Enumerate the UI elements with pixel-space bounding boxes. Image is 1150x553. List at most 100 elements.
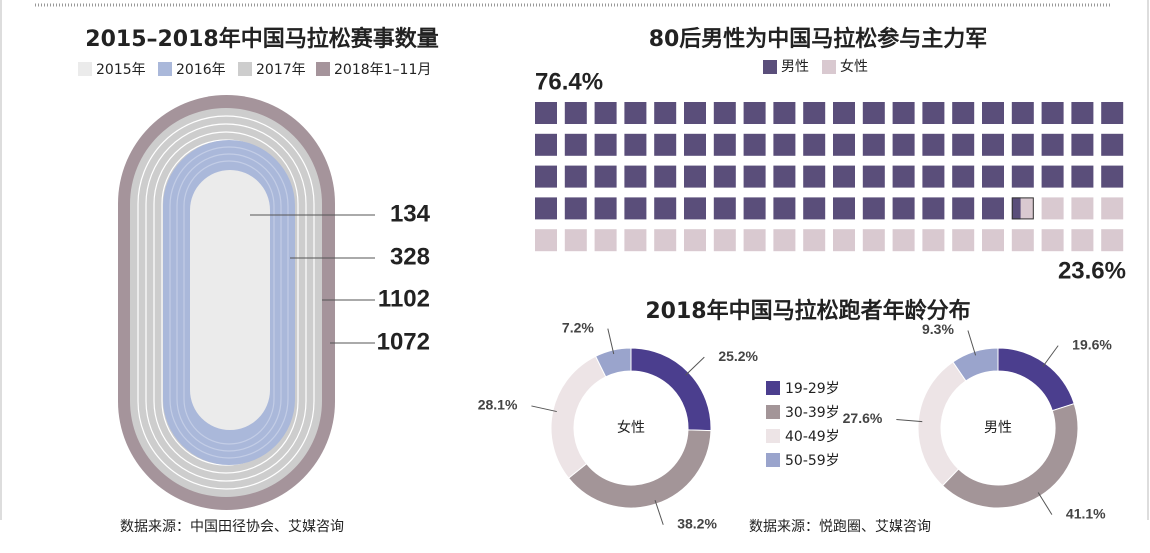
waffle-cell — [803, 102, 826, 124]
value-label: 1072 — [377, 328, 430, 355]
lane-line — [153, 131, 299, 474]
leader-line — [607, 328, 615, 355]
waffle-cell — [684, 197, 706, 220]
waffle-cell — [684, 229, 706, 252]
waffle-cell — [773, 133, 796, 156]
waffle-cell — [654, 197, 677, 220]
waffle-cell — [922, 102, 945, 124]
lane-line — [169, 146, 289, 459]
donut-slice — [952, 347, 999, 382]
waffle-cell — [952, 102, 975, 124]
legend-swatch — [158, 62, 172, 76]
leader-line — [685, 356, 705, 376]
waffle-cell — [1041, 102, 1064, 124]
waffle-cell — [1101, 165, 1124, 188]
waffle-cell — [624, 165, 647, 188]
waffle-cell — [564, 197, 587, 220]
waffle-cell — [1011, 165, 1034, 188]
waffle-cell — [922, 229, 945, 252]
waffle-cell — [713, 102, 736, 124]
waffle-cell — [862, 102, 885, 124]
waffle-cell — [535, 229, 557, 252]
leader-line — [1042, 345, 1059, 367]
lane-line — [137, 115, 315, 490]
value-label: 76.4% — [535, 68, 603, 95]
legend-swatch — [316, 62, 330, 76]
waffle-cell — [803, 165, 826, 188]
value-label: 28.1% — [478, 397, 518, 413]
legend-swatch — [766, 429, 780, 443]
waffle-cell — [535, 102, 557, 124]
waffle-cell — [594, 229, 617, 252]
waffle-cell — [743, 229, 766, 252]
legend-swatch — [238, 62, 252, 76]
waffle-cell — [594, 165, 617, 188]
waffle-cell — [564, 102, 587, 124]
waffle-cell — [862, 229, 885, 252]
legend-label: 30-39岁 — [785, 405, 840, 421]
waffle-cell — [1101, 133, 1124, 156]
waffle-cell — [892, 197, 915, 220]
waffle-cell — [803, 229, 826, 252]
waffle-cell — [1101, 102, 1124, 124]
waffle-cell — [773, 165, 796, 188]
value-label: 134 — [390, 200, 431, 227]
waffle-cell — [773, 197, 796, 220]
value-label: 23.6% — [1058, 257, 1126, 284]
leader-line — [896, 418, 923, 423]
value-label: 41.1% — [1066, 505, 1106, 521]
value-label: 328 — [390, 243, 430, 270]
value-label: 38.2% — [677, 515, 717, 531]
value-label: 25.2% — [718, 348, 758, 364]
lane-line — [183, 160, 275, 445]
waffle-cell — [1071, 197, 1094, 220]
waffle-cell — [713, 229, 736, 252]
waffle-cell — [862, 165, 885, 188]
donut-slice — [917, 361, 967, 487]
waffle-cell — [833, 197, 855, 220]
waffle-cell — [654, 229, 677, 252]
legend-swatch — [78, 62, 92, 76]
waffle-cell — [684, 165, 706, 188]
waffle-title: 80后男性为中国马拉松参与主力军 — [649, 26, 988, 52]
value-label: 1102 — [378, 285, 430, 312]
leader-line — [654, 499, 664, 525]
waffle-cell — [564, 165, 587, 188]
value-label: 9.3% — [922, 321, 954, 337]
leader-line — [531, 405, 557, 413]
center-label: 女性 — [617, 419, 645, 436]
legend-swatch — [822, 60, 836, 74]
waffle-cell — [594, 197, 617, 220]
legend-label: 2016年 — [176, 62, 226, 78]
waffle-cell — [952, 165, 975, 188]
donut-title: 2018年中国马拉松跑者年龄分布 — [645, 298, 970, 324]
legend-swatch — [763, 60, 777, 74]
waffle-cell — [952, 229, 975, 252]
legend-label: 19-29岁 — [785, 381, 840, 397]
waffle-cell — [773, 102, 796, 124]
waffle-cell — [624, 102, 647, 124]
donut-slice — [630, 347, 712, 432]
waffle-cell — [594, 133, 617, 156]
waffle-cell — [892, 133, 915, 156]
waffle-cell — [862, 197, 885, 220]
waffle-cell — [594, 102, 617, 124]
waffle-cell — [1041, 229, 1064, 252]
source: 数据来源：悦跑圈、艾媒咨询 — [749, 519, 931, 535]
waffle-cell — [952, 197, 975, 220]
waffle-cell — [713, 165, 736, 188]
waffle-cell — [564, 229, 587, 252]
legend-label: 2018年1–11月 — [334, 62, 431, 78]
waffle-cell — [833, 165, 855, 188]
waffle-cell — [654, 133, 677, 156]
waffle-cell — [922, 197, 945, 220]
waffle-cell — [922, 133, 945, 156]
waffle-cell — [773, 229, 796, 252]
legend-label: 2015年 — [96, 62, 146, 78]
waffle-cell — [1041, 165, 1064, 188]
waffle-cell — [1071, 165, 1094, 188]
waffle-cell — [624, 133, 647, 156]
lane-line — [176, 153, 282, 452]
value-label: 7.2% — [562, 319, 594, 335]
waffle-cell — [564, 133, 587, 156]
